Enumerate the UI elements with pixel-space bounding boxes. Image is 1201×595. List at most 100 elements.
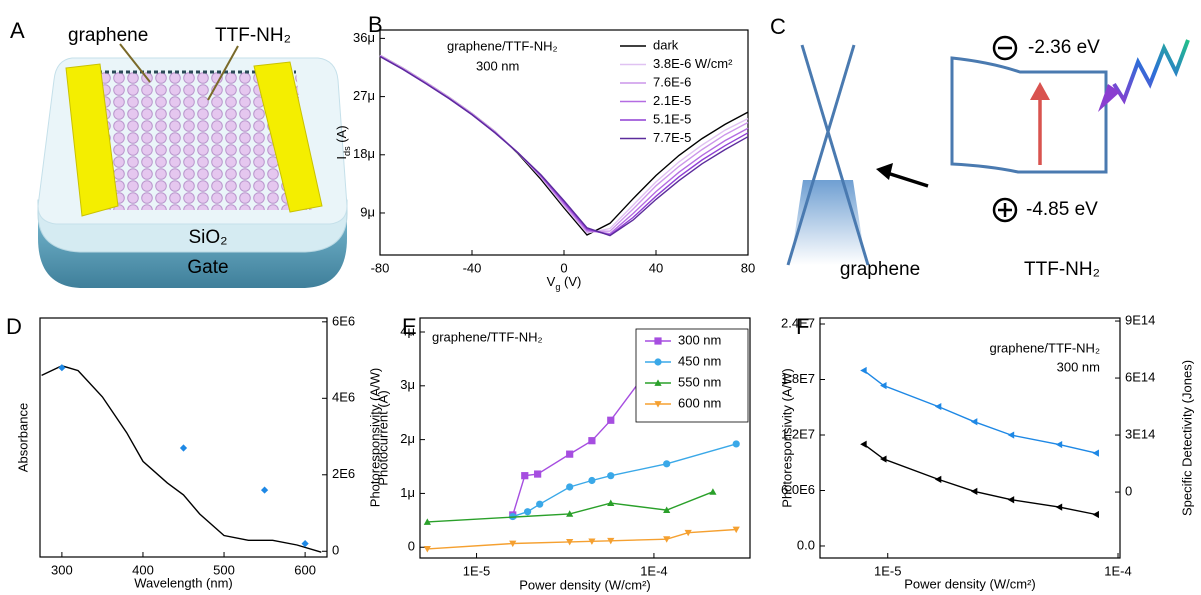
legend-label: 7.7E-5 (653, 130, 691, 145)
marker (58, 364, 66, 372)
series-line (41, 365, 322, 553)
panel-label: C (770, 14, 786, 39)
y-tick-label: 9μ (360, 204, 375, 219)
marker (301, 540, 309, 548)
marker (1092, 510, 1099, 519)
series-line (863, 369, 1097, 454)
label-part: V (547, 274, 556, 289)
device-illustration (37, 43, 348, 288)
x-tick-label: 500 (213, 562, 235, 577)
y2-tick-label: 9E14 (1125, 312, 1155, 327)
panel-label: F (796, 314, 809, 339)
panel-label: A (10, 18, 25, 43)
marker (970, 487, 978, 496)
marker (654, 358, 662, 366)
marker (1055, 440, 1063, 449)
x-tick-label: 1E-5 (874, 563, 901, 578)
x-tick-label: -80 (371, 260, 390, 275)
legend-label: dark (653, 37, 679, 52)
x-tick-label: 600 (294, 562, 316, 577)
marker (534, 470, 542, 478)
annotation: graphene/TTF-NH₂ (447, 38, 558, 53)
y-tick-label: 0.0 (797, 537, 815, 552)
marker (663, 460, 671, 468)
marker (860, 366, 867, 375)
marker (423, 545, 431, 553)
marker (423, 518, 431, 525)
x-tick-label: 1E-4 (640, 563, 667, 578)
marker (588, 437, 596, 445)
marker (654, 401, 662, 408)
y-tick-label: 1.8E7 (781, 371, 815, 386)
y-tick-label: 4μ (400, 323, 415, 338)
marker (523, 508, 532, 516)
x-tick-label: 1E-5 (463, 563, 490, 578)
y2-tick-label: 0 (1125, 483, 1132, 498)
marker (732, 440, 740, 448)
annotation: 300 nm (1057, 359, 1100, 374)
energy-label: -2.36 eV (1028, 37, 1100, 58)
marker (607, 499, 615, 506)
y-tick-label: 2μ (400, 431, 415, 446)
y-tick-label: 3μ (400, 377, 415, 392)
marker (509, 540, 517, 548)
marker (663, 536, 671, 543)
label-part: (V) (560, 274, 581, 289)
x-tick-label: 0 (560, 260, 567, 275)
marker (880, 382, 887, 390)
marker (179, 444, 188, 452)
y2-tick-label: 4E6 (332, 390, 355, 405)
y2-tick-label: 6E6 (332, 313, 355, 328)
series-line (863, 443, 1097, 516)
marker (1007, 496, 1015, 504)
marker (536, 500, 544, 508)
y-axis-label: Absorbance (15, 403, 30, 472)
plot-frame (39, 317, 328, 558)
x-tick-label: -40 (463, 260, 482, 275)
series-line (427, 491, 714, 523)
legend-label: 5.1E-5 (653, 111, 691, 126)
legend-label: 2.1E-5 (653, 93, 691, 108)
device-label: SiO₂ (188, 227, 227, 248)
y2-tick-label: 0 (332, 543, 339, 558)
x-tick-label: 1E-4 (1104, 563, 1131, 578)
x-axis-label: Wavelength (nm) (134, 575, 233, 590)
marker (1007, 431, 1015, 439)
y-tick-label: 0 (408, 539, 415, 554)
y2-axis-label: Photoresponsivity (A/W) (367, 368, 382, 507)
label-part: (A) (334, 125, 349, 146)
marker (732, 526, 740, 534)
x-tick-label: 80 (741, 260, 755, 275)
marker (880, 455, 887, 463)
y2-tick-label: 2E6 (332, 466, 355, 481)
x-axis-label: Power density (W/cm²) (519, 577, 650, 592)
device-label: TTF-NH₂ (215, 25, 291, 46)
marker (607, 416, 615, 424)
annotation: graphene/TTF-NH₂ (432, 329, 543, 344)
y-axis-label: Photoresponsivity (A/W) (779, 368, 794, 507)
marker (566, 450, 574, 458)
y-tick-label: 27μ (353, 88, 375, 103)
marker (588, 538, 596, 545)
marker (654, 337, 662, 345)
y2-axis-label: Specific Detectivity (Jones) (1179, 360, 1194, 516)
label-part: g (555, 282, 560, 292)
series-line (379, 54, 749, 234)
series-line (512, 443, 737, 518)
y-tick-label: 6.0E6 (781, 482, 815, 497)
marker (934, 402, 942, 411)
diagram-label: TTF-NH₂ (1024, 259, 1100, 280)
marker (654, 379, 662, 386)
legend-label: 550 nm (678, 374, 721, 389)
legend-label: 450 nm (678, 353, 721, 368)
series-line (379, 55, 749, 233)
y2-tick-label: 3E14 (1125, 426, 1155, 441)
marker (709, 488, 717, 495)
legend-label: 300 nm (678, 332, 721, 347)
marker (1092, 449, 1099, 457)
panel-label: B (368, 12, 383, 37)
device-label: Gate (187, 257, 228, 278)
legend-label: 3.8E-6 W/cm² (653, 56, 733, 71)
energy-diagram (786, 35, 1190, 266)
